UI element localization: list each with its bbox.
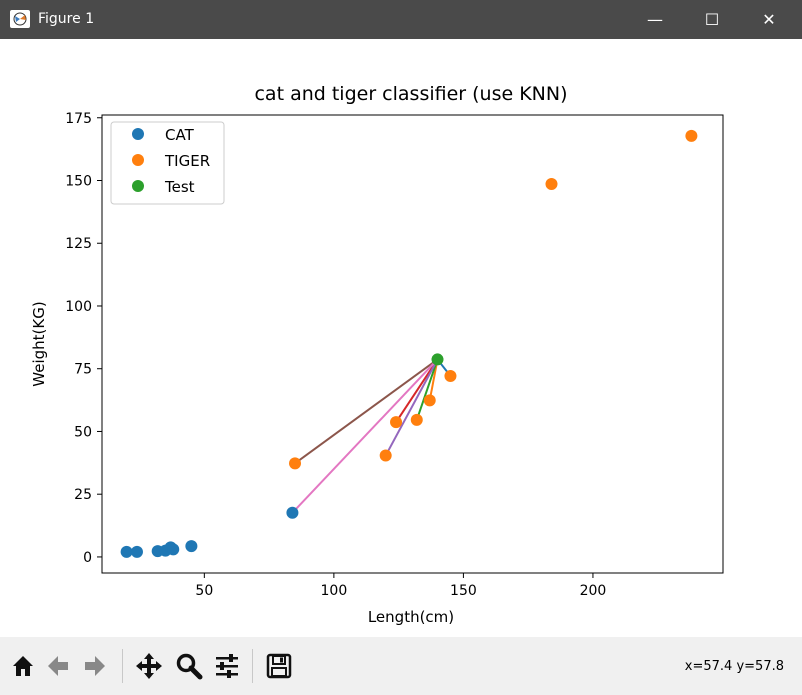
x-tick-label: 200 bbox=[580, 583, 607, 599]
home-icon bbox=[13, 656, 33, 676]
title-bar: Figure 1 — ☐ ✕ bbox=[0, 0, 802, 39]
tiger-point bbox=[410, 413, 423, 426]
maximize-icon: ☐ bbox=[704, 10, 720, 29]
legend-label-test: Test bbox=[164, 178, 195, 196]
y-tick-label: 125 bbox=[65, 236, 92, 252]
legend-label-tiger: TIGER bbox=[164, 152, 210, 170]
figure-canvas[interactable]: cat and tiger classifier (use KNN) 50 100… bbox=[1, 39, 801, 637]
test-point bbox=[431, 353, 444, 366]
save-icon bbox=[266, 653, 292, 679]
y-tick-label: 100 bbox=[65, 299, 92, 315]
pan-icon bbox=[136, 653, 162, 679]
legend-marker-test bbox=[132, 180, 144, 192]
navigation-toolbar: x=57.4 y=57.8 bbox=[0, 637, 802, 695]
cursor-coordinates: x=57.4 y=57.8 bbox=[684, 659, 784, 674]
neighbor-line bbox=[291, 358, 439, 514]
matplotlib-app-icon bbox=[10, 10, 30, 28]
y-axis-label: Weight(KG) bbox=[30, 301, 48, 386]
y-tick-label: 150 bbox=[65, 174, 92, 190]
back-arrow-icon bbox=[48, 656, 68, 676]
cat-point bbox=[167, 543, 180, 556]
scatter-chart: cat and tiger classifier (use KNN) 50 100… bbox=[30, 83, 724, 626]
home-button[interactable] bbox=[6, 649, 40, 683]
cat-point bbox=[185, 540, 198, 553]
neighbor-line bbox=[395, 358, 439, 423]
configure-subplots-button[interactable] bbox=[210, 649, 244, 683]
neighbor-line bbox=[384, 358, 439, 457]
legend-label-cat: CAT bbox=[165, 126, 195, 144]
tiger-point bbox=[289, 457, 302, 470]
toolbar-separator bbox=[122, 649, 123, 683]
y-tick-label: 50 bbox=[74, 424, 92, 440]
y-tick-label: 0 bbox=[83, 550, 92, 566]
window-title: Figure 1 bbox=[38, 11, 95, 27]
x-tick-label: 150 bbox=[450, 583, 477, 599]
close-icon: ✕ bbox=[762, 10, 776, 29]
y-tick-label: 75 bbox=[74, 362, 92, 378]
data-points bbox=[120, 129, 698, 558]
neighbor-lines bbox=[291, 358, 452, 514]
cat-point bbox=[120, 545, 133, 558]
tiger-point bbox=[379, 449, 392, 462]
legend-marker-cat bbox=[132, 128, 144, 140]
configure-subplots-icon bbox=[216, 654, 238, 678]
minimize-button[interactable]: — bbox=[632, 0, 678, 39]
minimize-icon: — bbox=[647, 10, 663, 29]
toolbar-separator bbox=[252, 649, 253, 683]
axes-frame bbox=[101, 114, 724, 574]
forward-arrow-icon bbox=[85, 656, 105, 676]
tiger-point bbox=[685, 129, 698, 142]
x-tick-label: 50 bbox=[195, 583, 213, 599]
pan-button[interactable] bbox=[132, 649, 166, 683]
maximize-button[interactable]: ☐ bbox=[689, 0, 735, 39]
cat-point bbox=[130, 545, 143, 558]
y-tick-label: 175 bbox=[65, 111, 92, 127]
zoom-button[interactable] bbox=[172, 649, 206, 683]
x-axis: 50 100 150 200 bbox=[195, 573, 606, 599]
tiger-point bbox=[444, 369, 457, 382]
forward-button[interactable] bbox=[78, 649, 112, 683]
neighbor-line bbox=[415, 359, 439, 421]
tiger-point bbox=[545, 178, 558, 191]
tiger-point bbox=[390, 416, 403, 429]
zoom-icon bbox=[176, 653, 203, 680]
y-tick-label: 25 bbox=[74, 487, 92, 503]
x-axis-label: Length(cm) bbox=[368, 608, 454, 626]
chart-title: cat and tiger classifier (use KNN) bbox=[254, 83, 567, 105]
legend: CAT TIGER Test bbox=[110, 121, 225, 205]
tiger-point bbox=[423, 394, 436, 407]
y-axis: 0 25 50 75 100 125 150 175 bbox=[65, 111, 102, 566]
x-tick-label: 100 bbox=[321, 583, 348, 599]
cat-point bbox=[286, 506, 299, 519]
legend-marker-tiger bbox=[132, 154, 144, 166]
back-button[interactable] bbox=[41, 649, 75, 683]
close-button[interactable]: ✕ bbox=[746, 0, 792, 39]
neighbor-line bbox=[294, 358, 439, 465]
save-button[interactable] bbox=[262, 649, 296, 683]
